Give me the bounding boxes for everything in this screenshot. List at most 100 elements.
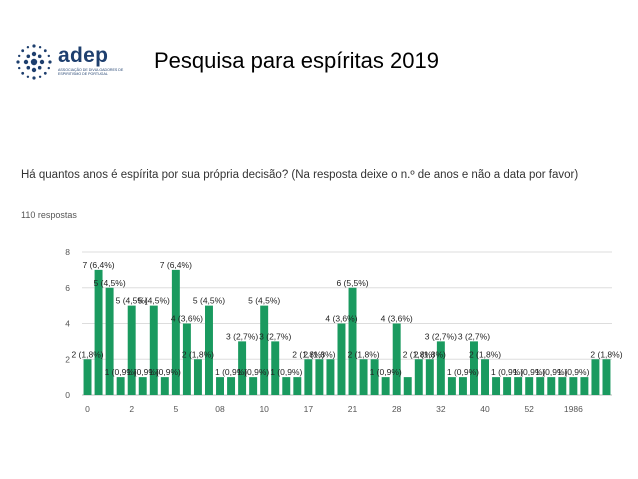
bar	[414, 359, 423, 395]
data-label: 1 (0,9%)	[237, 367, 269, 377]
logo-mark-icon	[16, 44, 52, 80]
bar	[425, 359, 434, 395]
bar	[116, 377, 125, 395]
data-label: 1 (0,9%)	[491, 367, 523, 377]
x-axis-ticks: 0 2 5 08 10 17 21 28 32 40 52 1986	[85, 404, 583, 414]
bar	[205, 305, 213, 395]
data-label: 1 (0,9%)	[127, 367, 159, 377]
slide-header: adep ASSOCIAÇÃO DE DIVULGADORES DE ESPIR…	[0, 0, 638, 100]
y-tick-label: 0	[65, 390, 70, 400]
x-tick-label: 10	[259, 404, 269, 414]
x-tick-label: 5	[173, 404, 178, 414]
bar	[326, 359, 335, 395]
bar	[227, 377, 236, 395]
bar	[271, 341, 280, 395]
bar	[105, 287, 114, 395]
bar	[436, 341, 445, 395]
bar	[381, 377, 390, 395]
bar	[171, 269, 180, 395]
data-label: 2 (1,8%)	[414, 349, 446, 359]
data-label: 1 (0,9%)	[535, 367, 567, 377]
data-label: 5 (4,5%)	[138, 296, 170, 306]
data-label: 7 (6,4%)	[83, 260, 115, 270]
data-labels: 2 (1,8%) 7 (6,4%) 5 (4,5%) 1 (0,9%) 5 (4,5%)…	[71, 260, 622, 377]
data-label: 5 (4,5%)	[193, 296, 225, 306]
bar	[536, 377, 545, 395]
bar	[514, 377, 523, 395]
bar	[304, 359, 313, 395]
bar	[182, 323, 191, 395]
data-label: 2 (1,8%)	[403, 349, 435, 359]
bar	[492, 377, 501, 395]
bar	[370, 359, 379, 395]
bar	[193, 359, 202, 395]
bar	[558, 377, 567, 395]
data-label: 3 (2,7%)	[458, 331, 490, 341]
bar	[591, 359, 600, 395]
bar	[83, 359, 92, 395]
x-tick-label: 40	[480, 404, 490, 414]
bar	[315, 359, 324, 395]
survey-question: Há quantos anos é espírita por sua própr…	[21, 169, 579, 181]
y-axis-ticks: 0 2 4 6 8	[65, 247, 70, 400]
logo-subtitle: ASSOCIAÇÃO DE DIVULGADORES DE ESPIRITISM…	[58, 68, 124, 77]
bar	[392, 323, 401, 395]
bar	[403, 377, 412, 395]
data-label: 4 (3,6%)	[381, 314, 413, 324]
bar	[337, 323, 346, 395]
data-label: 2 (1,8%)	[590, 349, 622, 359]
x-tick-label: 1986	[564, 404, 583, 414]
data-label: 2 (1,8%)	[71, 349, 103, 359]
adep-logo: adep ASSOCIAÇÃO DE DIVULGADORES DE ESPIR…	[14, 40, 124, 84]
data-label: 2 (1,8%)	[182, 349, 214, 359]
data-label: 1 (0,9%)	[557, 367, 589, 377]
data-label: 5 (4,5%)	[248, 296, 280, 306]
data-label: 4 (3,6%)	[325, 314, 357, 324]
data-label: 4 (3,6%)	[171, 314, 203, 324]
bar	[503, 377, 512, 395]
chart-grid	[82, 251, 612, 396]
data-label: 2 (1,8%)	[469, 349, 501, 359]
bar	[481, 359, 489, 395]
bar	[293, 377, 302, 395]
data-label: 1 (0,9%)	[215, 367, 247, 377]
x-tick-label: 0	[85, 404, 90, 414]
bar	[160, 377, 169, 395]
bar	[580, 377, 589, 395]
y-tick-label: 4	[65, 319, 70, 329]
bar	[470, 341, 478, 395]
bar	[238, 341, 247, 395]
bar	[249, 377, 258, 395]
bar	[260, 305, 269, 395]
x-tick-label: 52	[524, 404, 534, 414]
bar	[94, 269, 103, 395]
data-label: 2 (1,8%)	[292, 349, 324, 359]
bar	[525, 377, 534, 395]
data-label: 5 (4,5%)	[94, 278, 126, 288]
bar	[138, 377, 147, 395]
bar	[547, 377, 556, 395]
x-tick-label: 17	[304, 404, 314, 414]
chart-bars	[83, 269, 611, 395]
y-tick-label: 2	[65, 354, 70, 364]
page-title: Pesquisa para espíritas 2019	[154, 48, 439, 73]
bar	[216, 377, 224, 395]
bar	[348, 287, 357, 395]
data-label: 7 (6,4%)	[160, 260, 192, 270]
response-count: 110 respostas	[21, 210, 77, 220]
data-label: 3 (2,7%)	[259, 331, 291, 341]
data-label: 1 (0,9%)	[105, 367, 137, 377]
x-tick-label: 21	[348, 404, 358, 414]
data-label: 2 (1,8%)	[303, 349, 335, 359]
logo-text: adep	[58, 44, 109, 67]
bar	[458, 377, 467, 395]
x-tick-label: 32	[436, 404, 446, 414]
bar	[602, 359, 611, 395]
data-label: 1 (0,9%)	[447, 367, 479, 377]
data-label: 1 (0,9%)	[270, 367, 302, 377]
bar	[282, 377, 291, 395]
y-tick-label: 8	[65, 247, 70, 257]
data-label: 1 (0,9%)	[370, 367, 402, 377]
data-label: 5 (4,5%)	[116, 296, 148, 306]
y-tick-label: 6	[65, 283, 70, 293]
